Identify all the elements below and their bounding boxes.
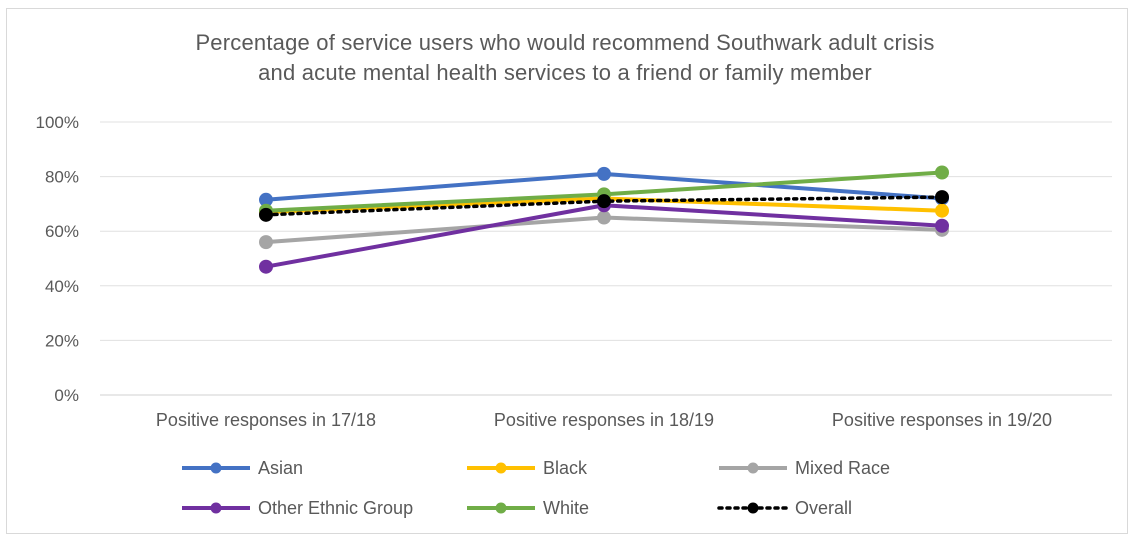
chart-title-line-2: and acute mental health services to a fr… [258, 60, 872, 85]
y-tick-label: 60% [45, 222, 79, 241]
data-point-overall [259, 207, 273, 222]
chart-title: Percentage of service users who would re… [0, 28, 1130, 88]
data-point-black [935, 203, 949, 218]
chart-title-line-1: Percentage of service users who would re… [195, 30, 935, 55]
data-point-asian [597, 166, 611, 181]
legend-label: White [543, 498, 589, 518]
y-tick-label: 40% [45, 277, 79, 296]
legend-label: Other Ethnic Group [258, 498, 413, 518]
legend-swatch-marker [495, 502, 507, 514]
chart-frame [6, 8, 1128, 534]
legend-label: Mixed Race [795, 458, 890, 478]
legend-label: Overall [795, 498, 852, 518]
legend-swatch-marker [495, 462, 507, 474]
legend-swatch-marker [210, 462, 222, 474]
data-point-other-ethnic-group [259, 259, 273, 274]
data-point-other-ethnic-group [935, 218, 949, 233]
y-tick-label: 20% [45, 331, 79, 350]
data-point-overall [597, 194, 611, 209]
y-tick-label: 80% [45, 168, 79, 187]
data-point-overall [935, 190, 949, 205]
data-point-mixed-race [597, 210, 611, 225]
x-tick-label: Positive responses in 19/20 [832, 410, 1052, 430]
data-point-asian [259, 192, 273, 207]
y-tick-label: 100% [36, 113, 79, 132]
legend-swatch-marker [210, 502, 222, 514]
data-point-white [935, 165, 949, 180]
x-tick-label: Positive responses in 18/19 [494, 410, 714, 430]
legend-swatch-marker [747, 462, 759, 474]
y-tick-label: 0% [54, 386, 79, 405]
legend-label: Black [543, 458, 588, 478]
data-point-mixed-race [259, 235, 273, 250]
legend-label: Asian [258, 458, 303, 478]
legend-swatch-marker [747, 502, 759, 514]
x-tick-label: Positive responses in 17/18 [156, 410, 376, 430]
